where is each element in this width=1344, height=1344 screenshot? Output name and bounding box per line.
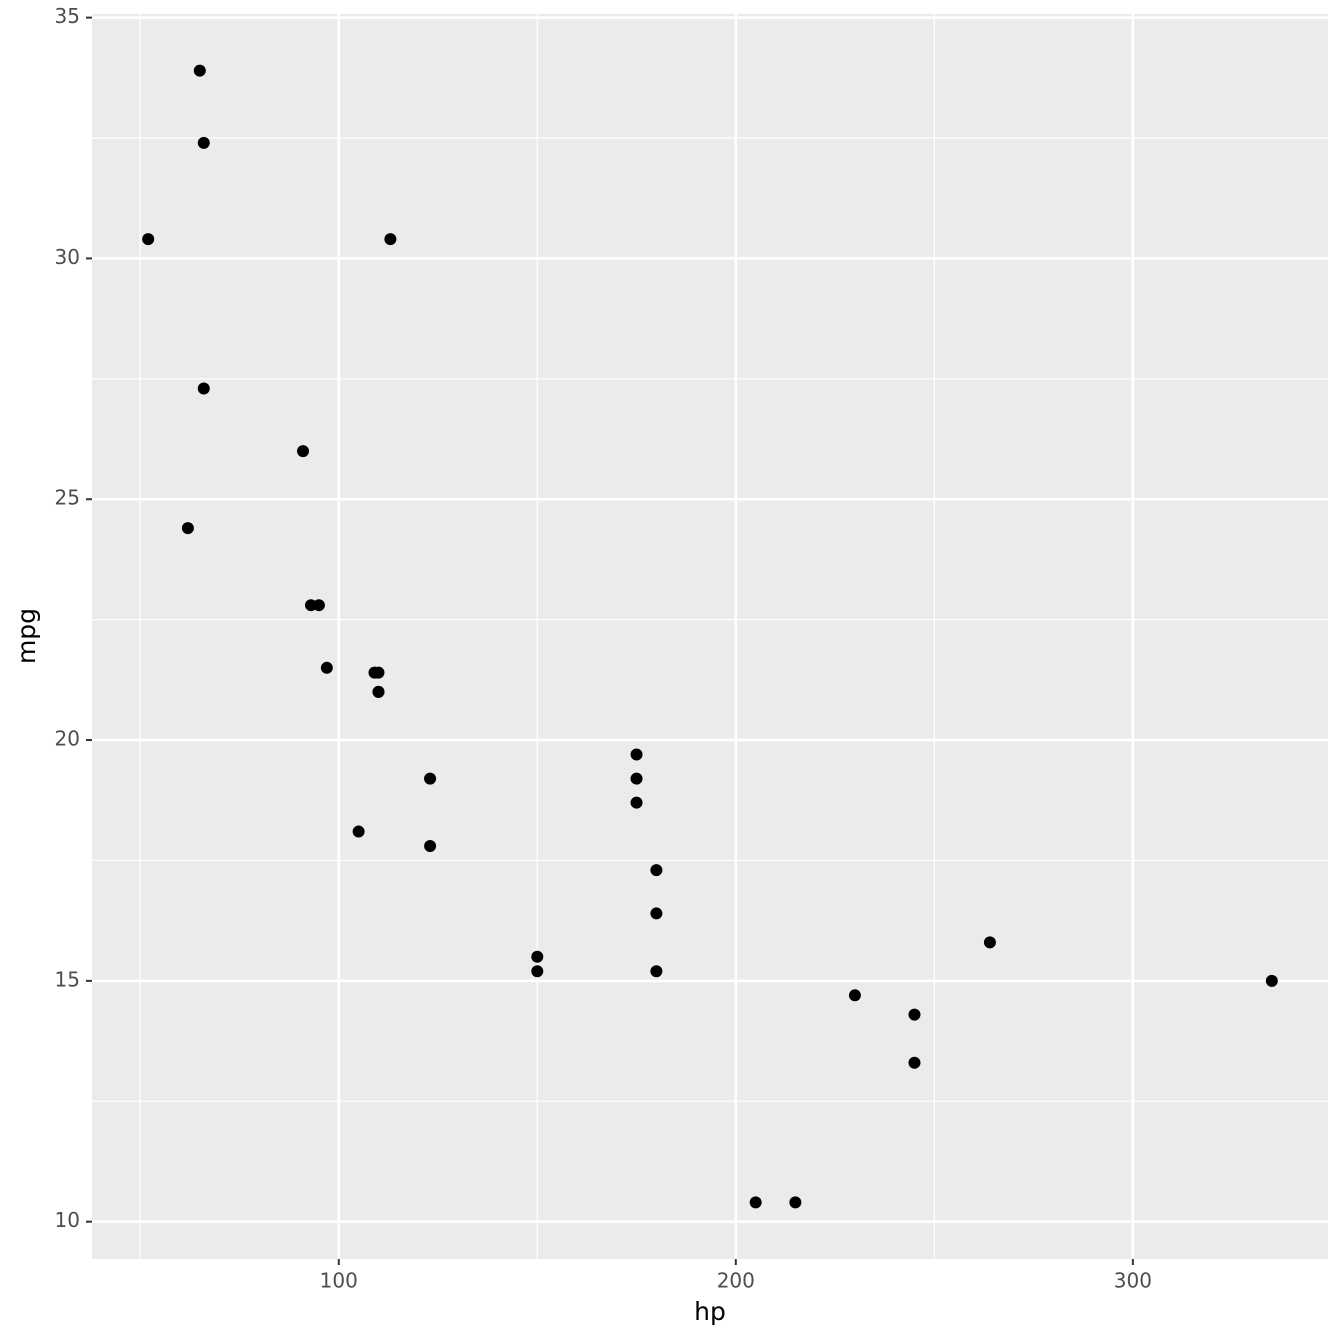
x-axis-title: hp bbox=[694, 1297, 726, 1326]
point bbox=[749, 1196, 762, 1209]
point bbox=[630, 796, 643, 809]
x-tick-label: 100 bbox=[320, 1269, 358, 1293]
point bbox=[193, 64, 206, 77]
y-tick-label: 25 bbox=[55, 486, 80, 510]
point bbox=[1265, 974, 1278, 987]
point bbox=[142, 233, 155, 246]
point bbox=[320, 661, 333, 674]
point bbox=[908, 1008, 921, 1021]
point bbox=[372, 685, 385, 698]
point bbox=[197, 136, 210, 149]
point bbox=[531, 950, 544, 963]
y-tick-label: 20 bbox=[55, 727, 80, 751]
y-tick-label: 15 bbox=[55, 967, 80, 991]
point bbox=[630, 748, 643, 761]
point bbox=[650, 965, 663, 978]
point bbox=[531, 965, 544, 978]
point bbox=[384, 233, 397, 246]
point bbox=[181, 522, 194, 535]
x-tick-label: 300 bbox=[1114, 1269, 1152, 1293]
point bbox=[983, 936, 996, 949]
point bbox=[908, 1056, 921, 1069]
y-tick-label: 10 bbox=[55, 1208, 80, 1232]
point bbox=[650, 864, 663, 877]
point bbox=[424, 840, 437, 853]
point bbox=[650, 907, 663, 920]
x-tick-label: 200 bbox=[717, 1269, 755, 1293]
point bbox=[848, 989, 861, 1002]
point bbox=[352, 825, 365, 838]
y-tick-label: 30 bbox=[55, 245, 80, 269]
point bbox=[368, 666, 381, 679]
point bbox=[630, 772, 643, 785]
point bbox=[197, 382, 210, 395]
point bbox=[312, 599, 325, 612]
point bbox=[297, 445, 310, 458]
panel bbox=[92, 14, 1328, 1259]
point bbox=[789, 1196, 802, 1209]
y-tick-label: 35 bbox=[55, 4, 80, 28]
point bbox=[424, 772, 437, 785]
y-axis-title: mpg bbox=[12, 608, 41, 664]
